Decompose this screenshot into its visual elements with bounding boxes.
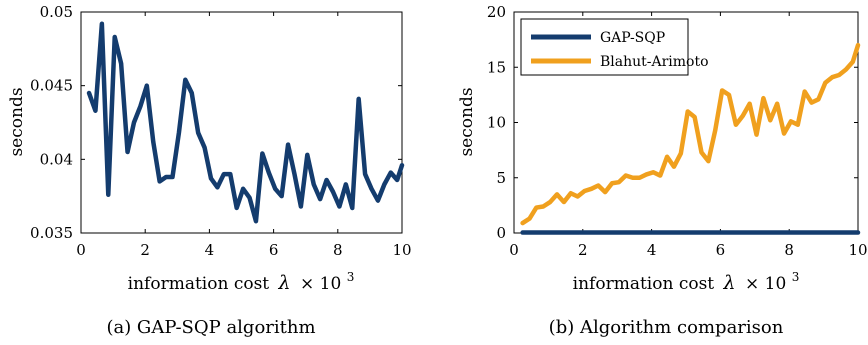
series-line-b-blahut-arimoto xyxy=(520,42,861,226)
y-tick-label-a: 0.04 xyxy=(40,150,73,168)
x-axis-label-a-lambda: λ xyxy=(278,272,291,294)
panel-b: 0 2 4 6 8 10 0 5 10 15 20 seconds information cost… xyxy=(457,3,868,338)
caption-b: (b) Algorithm comparison xyxy=(549,317,784,338)
axis-ticks-b: 0 2 4 6 8 10 0 5 10 15 20 xyxy=(487,3,868,259)
y-axis-label-a: seconds xyxy=(7,87,27,156)
x-axis-label-a-times: × 10 xyxy=(300,274,341,294)
x-axis-label-a-exp: 3 xyxy=(347,270,355,284)
x-tick-label-a: 6 xyxy=(269,241,279,259)
caption-a: (a) GAP-SQP algorithm xyxy=(106,317,315,338)
x-axis-label-b-text: information cost xyxy=(573,274,715,294)
x-axis-label-b-times: × 10 xyxy=(745,274,786,294)
x-axis-label-a: information cost λ × 10 3 xyxy=(128,270,355,294)
legend: GAP-SQP Blahut-Arimoto xyxy=(520,18,709,76)
y-tick-label-a: 0.045 xyxy=(30,77,73,95)
x-tick-label-b: 4 xyxy=(647,241,657,259)
y-tick-label-b: 0 xyxy=(496,224,506,242)
x-tick-label-a: 8 xyxy=(333,241,343,259)
legend-box xyxy=(520,18,689,76)
series-group-a xyxy=(86,21,405,224)
y-tick-label-b: 10 xyxy=(487,114,506,132)
x-axis-label-a-text: information cost xyxy=(128,274,270,294)
series-group-b xyxy=(520,42,861,235)
x-axis-label-b: information cost λ × 10 3 xyxy=(573,270,800,294)
series-line-a-series-0 xyxy=(86,21,405,224)
y-tick-label-b: 20 xyxy=(487,3,506,21)
legend-label-blahut-arimoto: Blahut-Arimoto xyxy=(600,54,709,70)
axis-ticks-a: 0 2 4 6 8 10 0.035 0.04 0.045 0.05 xyxy=(30,3,412,259)
y-tick-label-b: 5 xyxy=(496,169,506,187)
x-tick-label-a: 0 xyxy=(76,241,86,259)
x-tick-label-b: 10 xyxy=(848,241,867,259)
y-axis-label-b: seconds xyxy=(457,87,477,156)
panel-a: 0 2 4 6 8 10 0.035 0.04 0.045 0.05 seconds inform… xyxy=(7,3,412,338)
x-tick-label-b: 8 xyxy=(784,241,794,259)
x-axis-label-b-lambda: λ xyxy=(723,272,736,294)
x-tick-label-b: 6 xyxy=(716,241,726,259)
x-tick-label-a: 10 xyxy=(392,241,411,259)
y-tick-label-b: 15 xyxy=(487,58,506,76)
y-tick-label-a: 0.05 xyxy=(40,3,73,21)
x-tick-label-a: 2 xyxy=(140,241,150,259)
x-tick-label-b: 0 xyxy=(509,241,519,259)
x-tick-label-a: 4 xyxy=(205,241,215,259)
legend-label-gap-sqp: GAP-SQP xyxy=(600,30,665,46)
x-tick-label-b: 2 xyxy=(578,241,588,259)
y-tick-label-a: 0.035 xyxy=(30,224,73,242)
x-axis-label-b-exp: 3 xyxy=(792,270,800,284)
